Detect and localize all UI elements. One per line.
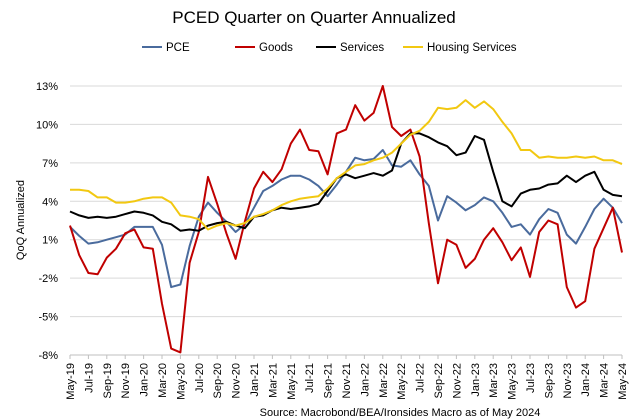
series-lines	[69, 85, 623, 354]
x-tick-label: Nov-21	[341, 363, 353, 398]
y-tick-label: -2%	[38, 273, 58, 285]
legend-label: Housing Services	[427, 42, 517, 54]
series-line-services	[69, 132, 623, 232]
x-tick-label: Mar-22	[378, 363, 390, 398]
source-note: Source: Macrobond/BEA/Ironsides Macro as…	[260, 407, 541, 419]
x-tick-label: Jul-19	[83, 363, 95, 393]
chart-title: PCED Quarter on Quarter Annualized	[172, 8, 455, 27]
x-tick-label: Jan-22	[359, 363, 371, 397]
x-tick-label: Sep-22	[433, 363, 445, 398]
y-tick-label: 4%	[42, 196, 58, 208]
x-tick-label: Mar-21	[267, 363, 279, 398]
x-tick-label: Jan-21	[249, 363, 261, 397]
y-tick-label: -5%	[38, 312, 58, 324]
legend: PCE Goods Services Housing Services	[142, 42, 517, 54]
series-line-goods	[69, 85, 623, 354]
x-tick-label: Jul-22	[415, 363, 427, 393]
legend-label: PCE	[166, 42, 190, 54]
x-tick-label: May-23	[507, 363, 519, 400]
legend-label: Services	[340, 42, 384, 54]
y-tick-label: 7%	[42, 158, 58, 170]
y-tick-label: 13%	[36, 81, 58, 93]
x-tick-label: Jul-23	[525, 363, 537, 393]
x-tick-label: Mar-24	[599, 363, 611, 398]
y-tick-label: 10%	[36, 119, 58, 131]
x-tick-label: Nov-23	[562, 363, 574, 398]
x-axis-ticks: May-19 Jul-19 Sep-19 Nov-19 Jan-20 Mar-20 May-…	[65, 355, 629, 400]
x-tick-label: Jan-20	[139, 363, 151, 397]
x-tick-label: Nov-19	[120, 363, 132, 398]
x-tick-label: Mar-23	[488, 363, 500, 398]
x-tick-label: May-19	[65, 363, 77, 400]
x-tick-label: May-21	[286, 363, 298, 400]
y-tick-label: -8%	[38, 350, 58, 362]
x-tick-label: Jul-21	[304, 363, 316, 393]
series-line-housing-services	[70, 99, 623, 231]
x-tick-label: May-20	[175, 363, 187, 400]
x-tick-label: Mar-20	[157, 363, 169, 398]
x-tick-label: Jan-23	[470, 363, 482, 397]
x-tick-label: Nov-20	[231, 363, 243, 398]
y-axis-ticks: 13% 10% 7% 4% 1% -2% -5% -8%	[36, 81, 58, 362]
x-tick-label: May-24	[617, 363, 629, 400]
x-tick-label: May-22	[396, 363, 408, 400]
x-tick-label: Sep-21	[323, 363, 335, 398]
x-tick-label: Jan-24	[580, 363, 592, 397]
x-tick-label: Sep-19	[102, 363, 114, 398]
y-axis-label: QoQ Annualized	[15, 180, 27, 260]
series-line-pce	[69, 149, 623, 289]
x-tick-label: Sep-20	[212, 363, 224, 398]
legend-label: Goods	[259, 42, 293, 54]
y-tick-label: 1%	[42, 235, 58, 247]
x-tick-label: Jul-20	[194, 363, 206, 393]
x-tick-label: Nov-22	[451, 363, 463, 398]
x-tick-label: Sep-23	[543, 363, 555, 398]
